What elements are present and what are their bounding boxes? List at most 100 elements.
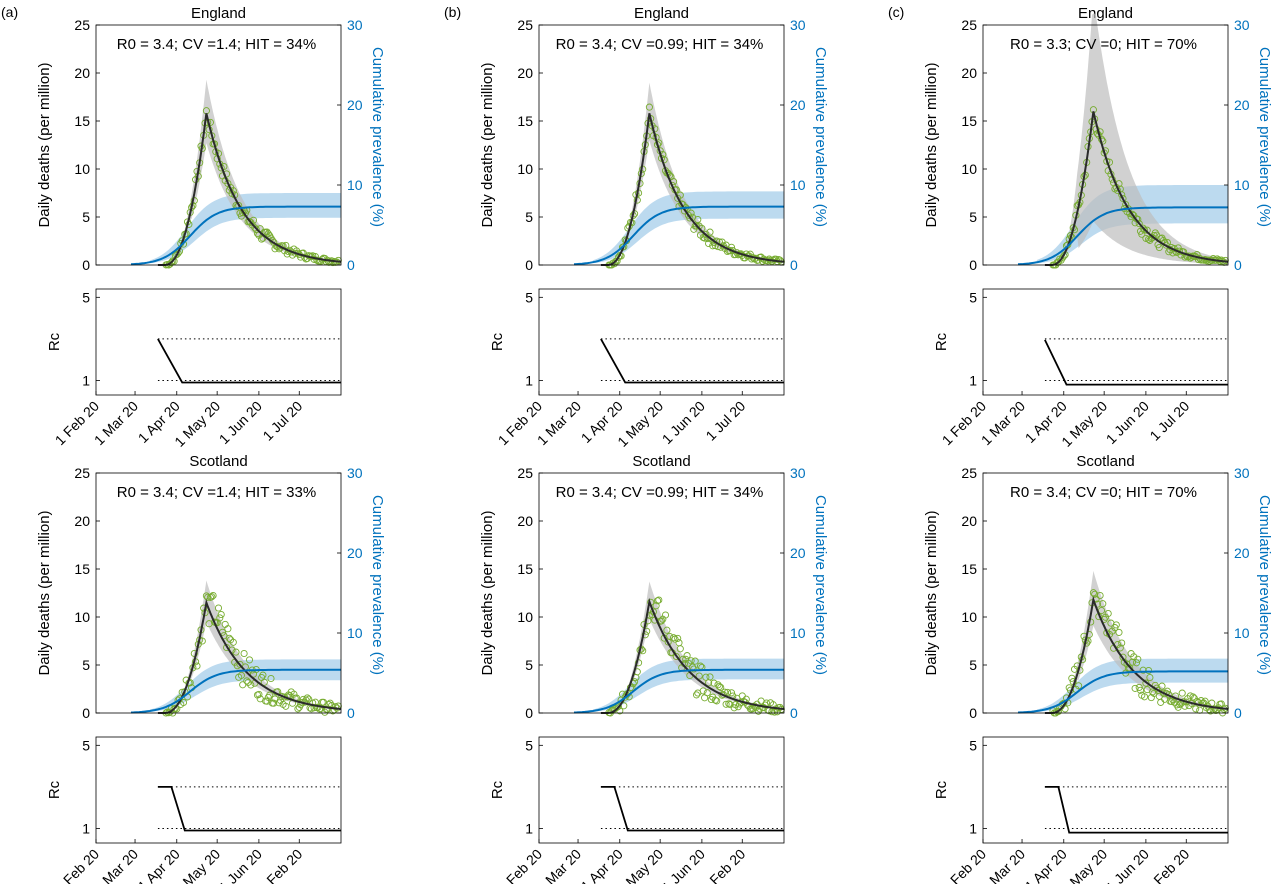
observed-point	[690, 665, 698, 673]
observed-point	[252, 225, 260, 233]
observed-point	[1134, 655, 1142, 663]
observed-point	[258, 235, 266, 243]
rc-frame	[982, 288, 1229, 396]
observed-point	[260, 678, 268, 686]
plot-frame	[982, 472, 1229, 714]
x-tick-label: 1 May 20	[171, 846, 223, 884]
observed-point	[616, 707, 624, 715]
rc-line	[1044, 339, 1228, 386]
y-tick-label: 25	[74, 17, 90, 33]
observed-point	[206, 118, 214, 126]
observed-point	[1210, 705, 1219, 713]
observed-point	[1096, 591, 1104, 600]
observed-point	[1119, 194, 1127, 203]
annotation: R0 = 3.4; CV =0.99; HIT = 34%	[556, 484, 764, 501]
y-tick-label: 10	[517, 609, 533, 625]
y2-tick-label: 0	[347, 257, 355, 273]
annotation: R0 = 3.3; CV =0; HIT = 70%	[1010, 36, 1197, 53]
observed-point	[170, 705, 178, 713]
observed-point	[672, 652, 680, 661]
y-tick-label: 20	[74, 513, 90, 529]
observed-point	[725, 700, 733, 708]
observed-point	[232, 648, 240, 656]
observed-point	[243, 677, 251, 685]
y-axis-label: Daily deaths (per million)	[36, 62, 53, 227]
observed-point	[217, 610, 225, 619]
observed-point	[674, 634, 682, 642]
chart-title: Scotland	[632, 453, 690, 470]
y2-axis-label: Cumulative prevalence (%)	[369, 495, 386, 675]
observed-point	[282, 702, 290, 710]
y2-axis-label: Cumulative prevalence (%)	[812, 495, 829, 675]
annotation: R0 = 3.4; CV =1.4; HIT = 33%	[117, 484, 316, 501]
observed-point	[678, 200, 686, 208]
observed-point	[1155, 243, 1163, 252]
deaths-line	[600, 597, 785, 714]
observed-point	[270, 699, 278, 707]
observed-point	[1196, 706, 1204, 714]
observed-point	[1139, 666, 1147, 674]
y2-tick-label: 30	[1234, 465, 1250, 481]
deaths-band	[1044, 570, 1228, 713]
x-tick-label: 1 Mar 20	[91, 398, 142, 449]
observed-point	[1130, 653, 1138, 661]
rc-tick-label: 5	[969, 737, 977, 753]
observed-point	[1075, 682, 1083, 690]
observed-point	[190, 649, 198, 658]
observed-point	[305, 695, 313, 703]
x-tick-label: 1 Jun 20	[216, 846, 265, 884]
observed-point	[1192, 705, 1200, 713]
x-tick-label: 1 Feb 20	[698, 846, 749, 884]
observed-point	[1153, 231, 1161, 239]
rc-line	[600, 786, 784, 832]
y-tick-label: 5	[969, 209, 977, 225]
observed-point	[661, 611, 670, 619]
y2-tick-label: 30	[790, 17, 806, 33]
x-tick-label: 1 Jul 20	[259, 398, 305, 444]
y2-tick-label: 10	[1234, 625, 1250, 641]
observed-point	[1167, 697, 1176, 706]
y-tick-label: 25	[74, 465, 90, 481]
plot-frame	[982, 24, 1229, 266]
rc-tick-label: 1	[525, 820, 533, 836]
y-tick-label: 10	[517, 161, 533, 177]
observed-point	[174, 249, 182, 257]
prevalence-band	[592, 658, 784, 712]
observed-point	[214, 604, 223, 612]
observed-point	[645, 103, 653, 111]
rc-frame	[982, 736, 1229, 844]
observed-point	[702, 673, 710, 681]
observed-point	[209, 591, 217, 600]
prevalence-line	[573, 205, 784, 266]
observed-point	[730, 704, 738, 712]
observed-point	[1157, 698, 1165, 706]
observed-point	[1140, 226, 1149, 234]
y-tick-label: 15	[74, 113, 90, 129]
observed-point	[1189, 693, 1197, 701]
observed-point	[699, 687, 707, 695]
observed-point	[709, 242, 717, 250]
y2-tick-label: 20	[347, 97, 363, 113]
plot-frame	[95, 472, 342, 714]
rc-tick-label: 1	[969, 372, 977, 388]
observed-point	[240, 649, 248, 658]
observed-point	[1142, 679, 1150, 687]
rc-axis-label: Rc	[933, 332, 950, 351]
observed-point	[670, 634, 678, 642]
observed-point	[657, 617, 666, 625]
y-tick-label: 20	[517, 65, 533, 81]
y-tick-label: 10	[961, 161, 977, 177]
y-tick-label: 25	[961, 17, 977, 33]
y-tick-label: 0	[525, 705, 533, 721]
observed-point	[267, 674, 275, 683]
observed-point	[208, 593, 216, 601]
x-tick-label: 1 Feb 20	[1142, 846, 1193, 884]
rc-tick-label: 1	[969, 820, 977, 836]
observed-point	[1104, 609, 1112, 618]
observed-point	[224, 625, 232, 633]
